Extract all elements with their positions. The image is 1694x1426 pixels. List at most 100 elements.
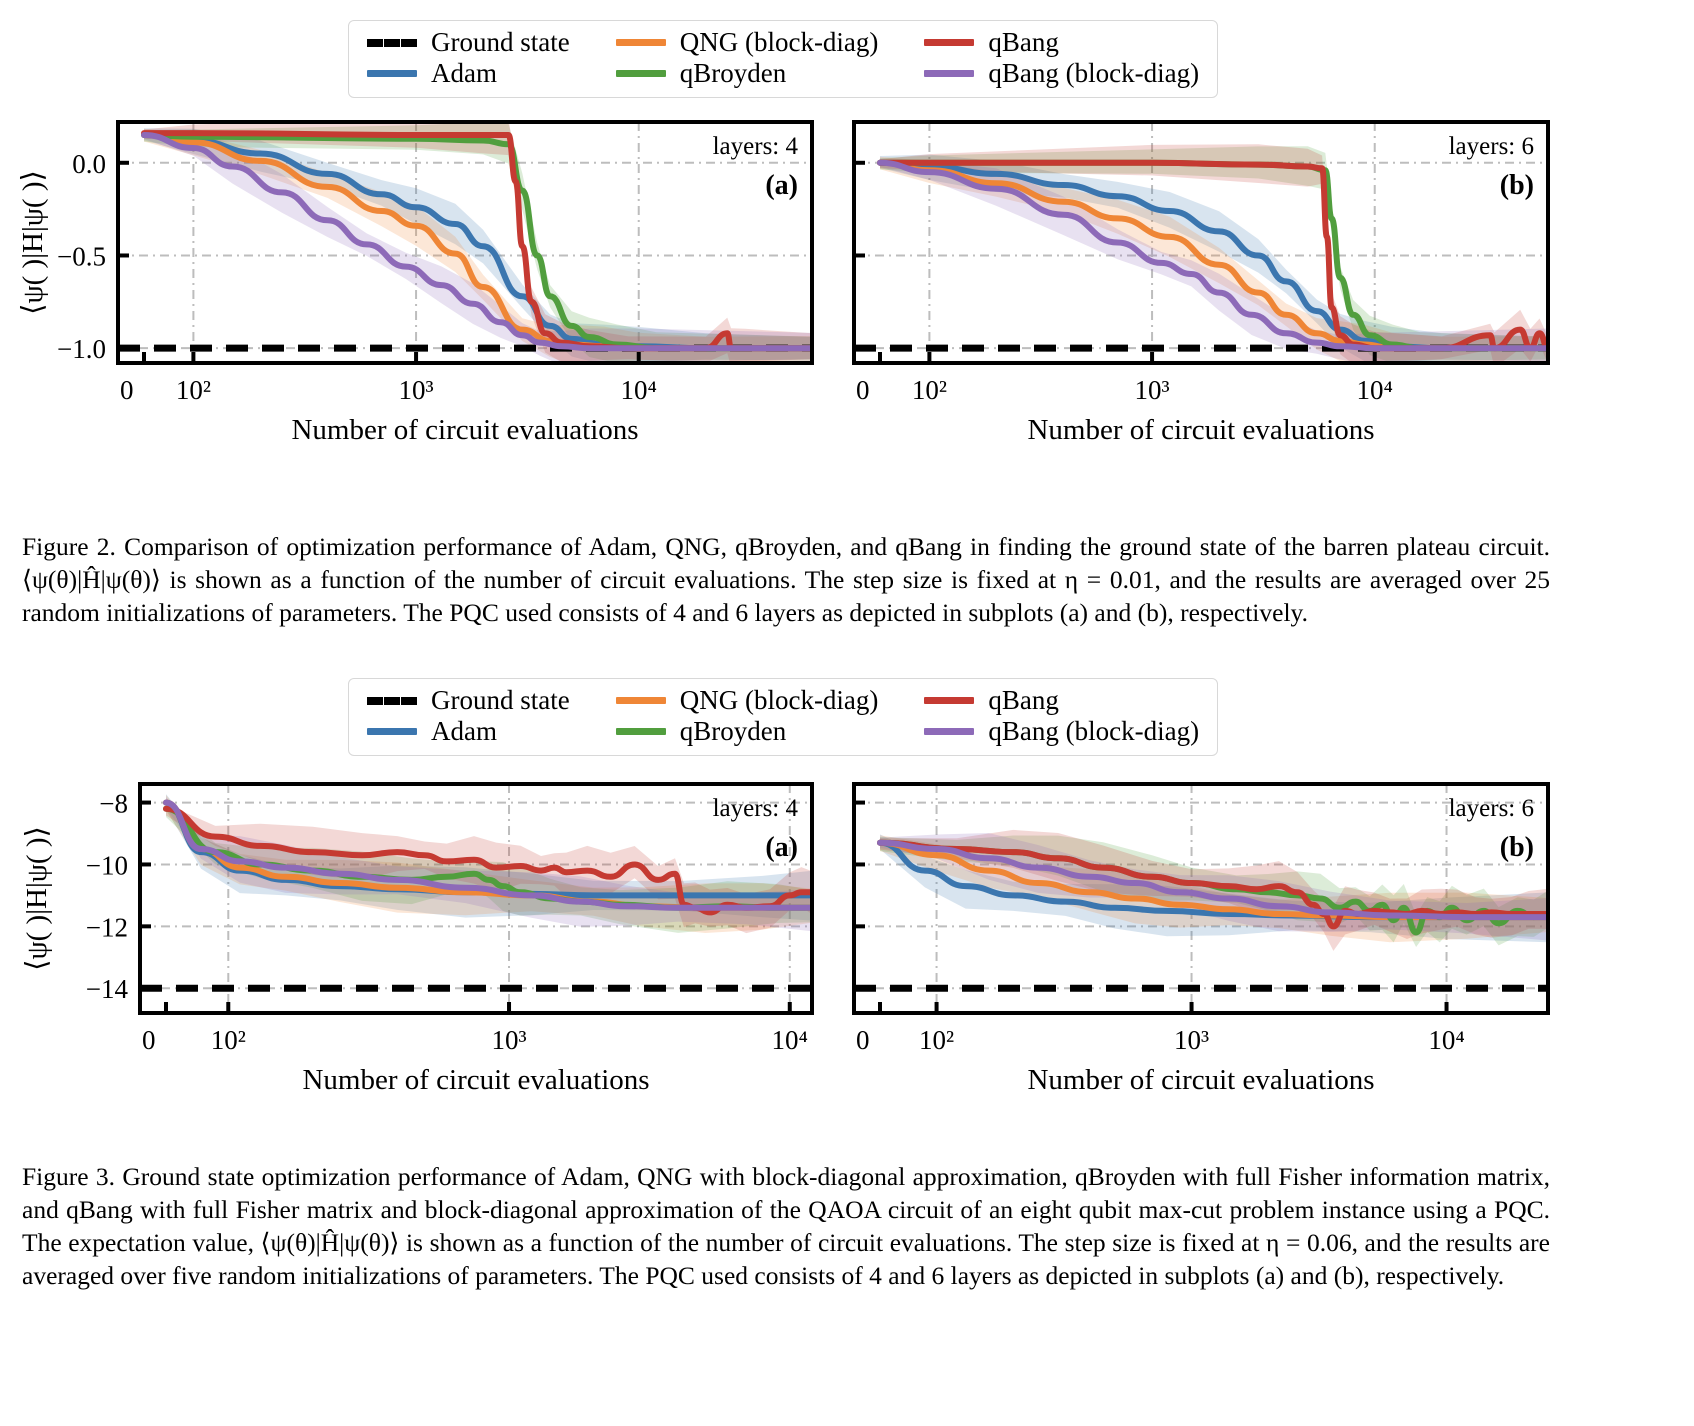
x-tick-label: 10² — [919, 1025, 954, 1055]
x-axis-title: Number of circuit evaluations — [1027, 414, 1374, 446]
legend-label: qBang — [988, 685, 1059, 715]
legend-label: qBroyden — [679, 58, 787, 88]
y-axis-title: ⟨ψ( )|H|ψ( )⟩ — [21, 826, 53, 971]
chart-fig2a: 0.0 −0.5 −1.0 0 10² 10³ 10⁴ Number of circuit e… — [17, 120, 814, 446]
legend-label: qBang (block-diag) — [988, 58, 1200, 88]
legend-swatch-icon — [367, 728, 417, 735]
legend-item-qng-block-diag: QNG (block-diag) — [615, 685, 879, 715]
legend-item-qbroyden: qBroyden — [615, 58, 879, 88]
caption-number: Figure 2. — [22, 532, 125, 561]
legend-figure-2: Ground state QNG (block-diag) qBang Adam qBr… — [348, 20, 1219, 98]
panel-annotation-layers: layers: 6 — [1449, 795, 1534, 822]
legend-swatch-icon — [924, 697, 975, 704]
legend-swatch-icon — [367, 38, 417, 47]
figure-3-panel-row: −8 −10 −12 −14 0 10² 10³ 10⁴ Number of circuit e… — [0, 760, 1566, 1125]
series-line-qbroyden — [141, 132, 812, 352]
legend-swatch-icon — [924, 70, 975, 77]
series-line-qbang-block-diag — [877, 159, 1548, 352]
x-tick-label: 10⁴ — [772, 1025, 808, 1055]
legend-label: qBang (block-diag) — [988, 716, 1200, 746]
y-tick-label: −10 — [86, 850, 128, 880]
legend-swatch-icon — [615, 39, 666, 46]
legend-figure-3: Ground state QNG (block-diag) qBang Adam qBr… — [348, 678, 1219, 756]
y-axis-title: ⟨ψ( )|H|ψ( )⟩ — [17, 170, 49, 315]
y-tick-label: −1.0 — [57, 334, 106, 364]
x-tick-label: 10² — [912, 375, 947, 405]
series-line-qbang — [877, 839, 1548, 930]
series-line-qbang — [877, 159, 1548, 352]
series-band-qng-block-diag — [880, 156, 1548, 363]
legend-label: QNG (block-diag) — [679, 27, 879, 57]
legend-item-qbroyden: qBroyden — [615, 716, 879, 746]
caption-number: Figure 3. — [22, 1162, 123, 1191]
legend-item-ground-state: Ground state — [367, 29, 570, 56]
legend-swatch-icon — [924, 39, 975, 46]
legend-label: Ground state — [431, 27, 570, 57]
y-tick-label: −8 — [99, 789, 128, 819]
x-tick-label: 10⁴ — [621, 375, 657, 405]
legend-swatch-icon — [367, 696, 417, 705]
y-tick-label: −14 — [86, 974, 129, 1004]
panel-annotation-layers: layers: 6 — [1449, 133, 1534, 160]
legend-item-qbang: qBang — [924, 687, 1199, 714]
figure-3-caption: Figure 3. Ground state optimization perf… — [22, 1160, 1550, 1293]
legend-item-qbang: qBang — [924, 29, 1199, 56]
legend-item-qbang-block-diag: qBang (block-diag) — [924, 718, 1199, 745]
panel-tag: (a) — [765, 832, 798, 863]
x-tick-label: 10² — [211, 1025, 246, 1055]
series-line-qbang — [141, 130, 812, 352]
x-tick-label: 10³ — [491, 1025, 526, 1055]
chart-fig3a: −8 −10 −12 −14 0 10² 10³ 10⁴ Number of circuit e… — [21, 782, 814, 1096]
legend-swatch-icon — [615, 70, 666, 77]
series-band-adam — [166, 794, 812, 921]
series-line-qbang-block-diag — [141, 132, 812, 352]
legend-label: Adam — [431, 58, 497, 88]
chart-fig3b: 0 10² 10³ 10⁴ Number of circuit evaluations l… — [852, 782, 1550, 1096]
figure-3-plots: −8 −10 −12 −14 0 10² 10³ 10⁴ Number of circuit e… — [0, 760, 1566, 1125]
legend-item-qbang-block-diag: qBang (block-diag) — [924, 60, 1199, 87]
panel-annotation-layers: layers: 4 — [713, 133, 799, 160]
legend-swatch-icon — [367, 70, 417, 77]
x-axis-title: Number of circuit evaluations — [291, 414, 638, 446]
legend-label: QNG (block-diag) — [679, 685, 879, 715]
legend-item-ground-state: Ground state — [367, 687, 570, 714]
legend-item-adam: Adam — [367, 60, 570, 87]
figure-2-panel-row: 0.0 −0.5 −1.0 0 10² 10³ 10⁴ Number of circuit e… — [0, 110, 1566, 475]
chart-fig2b: 0 10² 10³ 10⁴ Number of circuit evaluations l… — [852, 120, 1550, 446]
y-tick-label: 0.0 — [72, 149, 106, 179]
legend-swatch-icon — [924, 728, 975, 735]
x-tick-label-zero: 0 — [856, 1025, 870, 1055]
panel-tag: (b) — [1500, 170, 1534, 201]
caption-text: Comparison of optimization performance o… — [22, 532, 1550, 628]
x-tick-label: 10³ — [1135, 375, 1170, 405]
x-tick-label: 10⁴ — [1357, 375, 1393, 405]
series-band-qng-block-diag — [166, 795, 812, 933]
x-tick-label: 10⁴ — [1428, 1025, 1464, 1055]
panel-annotation-layers: layers: 4 — [713, 795, 799, 822]
panel-tag: (b) — [1500, 832, 1534, 863]
series-band-qng-block-diag — [144, 128, 812, 363]
legend-item-qng-block-diag: QNG (block-diag) — [615, 27, 879, 57]
legend-label: qBang — [988, 27, 1059, 57]
series-band-qbang — [144, 122, 812, 363]
legend-swatch-icon — [615, 728, 666, 735]
x-tick-label-zero: 0 — [142, 1025, 156, 1055]
y-tick-label: −12 — [86, 912, 128, 942]
legend-label: qBroyden — [679, 716, 787, 746]
x-tick-label: 10³ — [1174, 1025, 1209, 1055]
legend-label: Ground state — [431, 685, 570, 715]
caption-text: Ground state optimization performance of… — [22, 1162, 1550, 1291]
series-line-qbang-block-diag — [877, 839, 1548, 921]
x-axis-title: Number of circuit evaluations — [1027, 1064, 1374, 1096]
legend-label: Adam — [431, 716, 497, 746]
series-line-qbang-block-diag — [163, 799, 812, 911]
x-tick-label: 10² — [176, 375, 211, 405]
x-axis-title: Number of circuit evaluations — [302, 1064, 649, 1096]
figure-2-caption: Figure 2. Comparison of optimization per… — [22, 530, 1550, 629]
figure-2-plots: 0.0 −0.5 −1.0 0 10² 10³ 10⁴ Number of circuit e… — [0, 110, 1566, 475]
x-tick-label-zero: 0 — [856, 375, 870, 405]
x-tick-label: 10³ — [399, 375, 434, 405]
y-tick-label: −0.5 — [57, 241, 106, 271]
x-tick-label-zero: 0 — [120, 375, 134, 405]
